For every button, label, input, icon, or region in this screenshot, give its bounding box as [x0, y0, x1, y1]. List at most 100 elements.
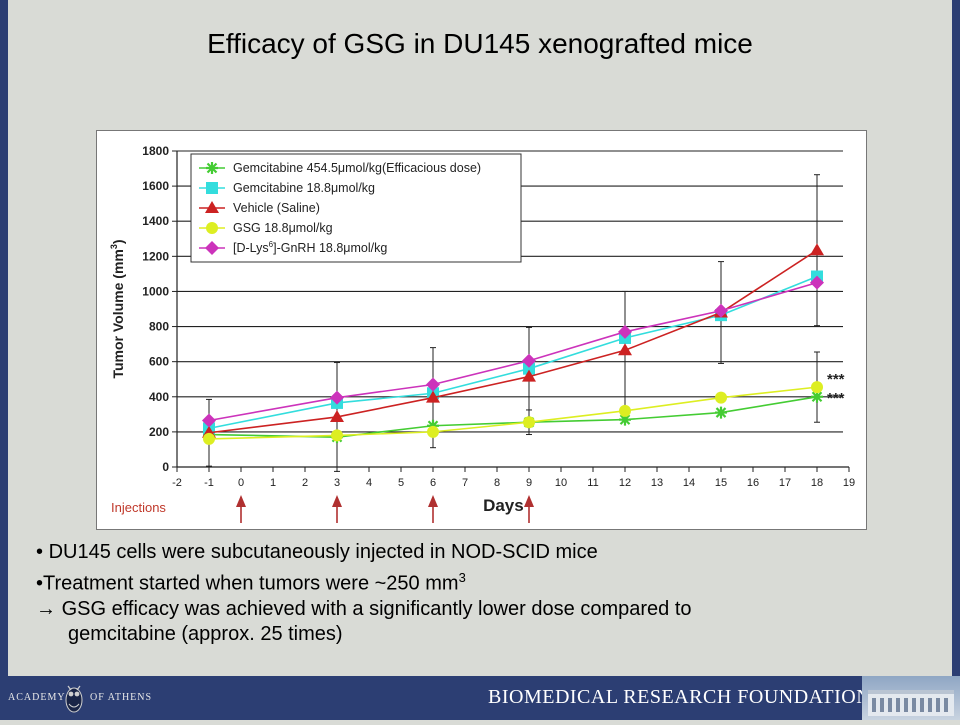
x-tick-label: 1 [270, 477, 276, 489]
y-tick-label: 600 [149, 355, 169, 369]
building-illustration [868, 690, 954, 716]
bullet-2: •Treatment started when tumors were ~250… [36, 565, 936, 597]
footer-bar: ACADEMY OF ATHENS BIOMEDICAL RESEARCH FO… [0, 676, 960, 720]
x-tick-label: 11 [587, 477, 598, 489]
bullet-3: → GSG efficacy was achieved with a signi… [36, 597, 936, 622]
x-tick-label: 9 [526, 477, 532, 489]
x-tick-label: 6 [430, 477, 436, 489]
series-point [202, 413, 216, 428]
series-point [619, 413, 631, 426]
series-point [715, 391, 727, 404]
injection-arrow-head [524, 495, 534, 507]
x-tick-label: 8 [494, 477, 500, 489]
y-axis-title-superscript: 3 [109, 244, 119, 249]
owl-logo-icon [65, 685, 83, 713]
y-tick-label: 800 [149, 320, 169, 334]
series-point [426, 390, 440, 403]
of-athens-label: OF ATHENS [90, 692, 153, 703]
series-point [206, 222, 218, 234]
legend-box [190, 153, 522, 263]
academy-label: ACADEMY [8, 692, 66, 703]
x-tick-label: 17 [779, 477, 791, 489]
bullet-2-superscript: 3 [458, 570, 466, 585]
series-point [523, 416, 535, 429]
legend-entry-part: [D-Lys [233, 241, 269, 255]
series-point [619, 404, 631, 417]
series-point [811, 381, 823, 394]
injection-arrow-head [428, 495, 438, 507]
x-tick-label: -1 [204, 477, 214, 489]
legend-entry: Gemcitabine 454.5μmol/kg(Efficacious dos… [233, 161, 481, 175]
x-tick-label: -2 [172, 477, 182, 489]
bullet-3-continuation: gemcitabine (approx. 25 times) [68, 622, 343, 645]
series-point [714, 303, 728, 318]
series-point [330, 409, 344, 422]
x-tick-label: 15 [715, 477, 727, 489]
series-point [522, 369, 536, 382]
arrow-glyph: → [36, 597, 56, 620]
series-point [715, 406, 727, 419]
series-point [810, 243, 824, 256]
injection-arrow-head [332, 495, 342, 507]
building-photo [862, 676, 960, 720]
x-tick-label: 0 [238, 477, 244, 489]
slide-title: Efficacy of GSG in DU145 xenografted mic… [207, 28, 753, 59]
significance-marker: *** [827, 390, 845, 407]
x-tick-label: 3 [334, 477, 340, 489]
series-point [426, 377, 440, 392]
x-tick-label: 13 [651, 477, 663, 489]
y-tick-label: 400 [149, 390, 169, 404]
series-point [205, 241, 219, 255]
y-tick-label: 0 [162, 460, 169, 474]
series-point [205, 201, 219, 213]
legend-entry-superscript: 6 [269, 240, 274, 249]
series-point [331, 429, 343, 442]
chart-panel: 0 200 400 600 800 1000 1200 1400 1600 1800 -2 -1 0 1 2… [96, 130, 867, 530]
series-point [523, 362, 535, 375]
x-tick-label: 19 [843, 477, 855, 489]
series-point [427, 419, 439, 432]
series-point [811, 390, 823, 403]
x-tick-label: 7 [462, 477, 468, 489]
series-line [208, 395, 818, 438]
foundation-name: BIOMEDICAL RESEARCH FOUNDATION [488, 686, 872, 708]
x-tick-label: 18 [811, 477, 823, 489]
x-tick-label: 14 [683, 477, 695, 489]
series-point [427, 425, 439, 438]
x-tick-label: 16 [747, 477, 759, 489]
series-line [208, 249, 818, 434]
y-axis-title-text: Tumor Volume (mm [110, 249, 126, 378]
bullet-dot: • [36, 572, 44, 595]
y-tick-label: 1400 [142, 214, 169, 228]
bullet-3-text: GSG efficacy was achieved with a signifi… [61, 597, 692, 620]
series-point [522, 353, 536, 368]
y-axis-title: Tumor Volume (mm3) [109, 239, 126, 378]
x-tick-label: 5 [398, 477, 404, 489]
y-tick-label: 1000 [142, 284, 169, 298]
injections-label: Injections [111, 500, 166, 515]
y-axis-title-close: ) [110, 239, 126, 244]
x-tick-label: 2 [302, 477, 308, 489]
x-tick-label: 10 [555, 477, 567, 489]
injection-arrow-head [236, 495, 246, 507]
y-tick-label: 1200 [142, 249, 169, 263]
series-point [206, 182, 218, 194]
legend-entry: GSG 18.8μmol/kg [233, 221, 333, 235]
x-tick-label: 12 [619, 477, 631, 489]
right-frame-bar [952, 0, 960, 676]
series-point [618, 324, 632, 339]
bullet-list: • DU145 cells were subcutaneously inject… [36, 540, 936, 647]
series-point [203, 432, 215, 445]
x-tick-label: 4 [366, 477, 372, 489]
y-tick-label: 1800 [142, 144, 169, 158]
legend-entry: [D-Lys6]-GnRH 18.8μmol/kg [233, 240, 387, 255]
series-line [208, 275, 818, 430]
significance-marker: *** [827, 371, 845, 388]
bullet-1-text: DU145 cells were subcutaneously injected… [48, 541, 598, 563]
series-point [330, 390, 344, 405]
y-tick-label: 200 [149, 425, 169, 439]
x-axis-title: Days [483, 496, 524, 515]
legend-entry: Gemcitabine 18.8μmol/kg [233, 181, 375, 195]
legend-entry-part: ]-GnRH 18.8μmol/kg [273, 241, 387, 255]
